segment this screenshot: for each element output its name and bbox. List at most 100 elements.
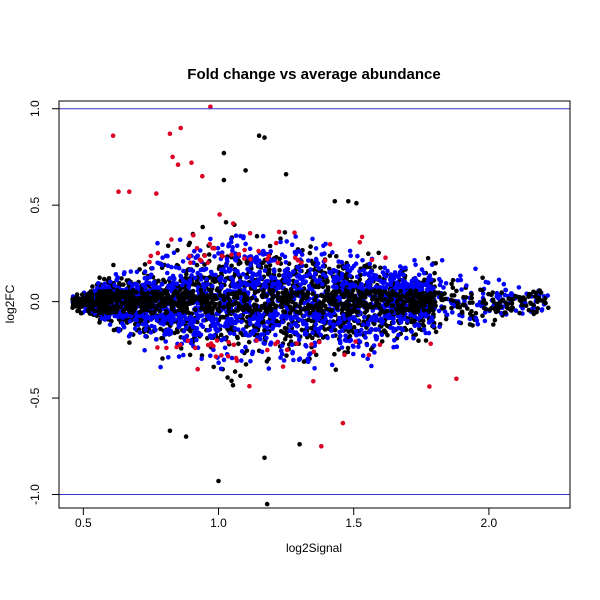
- data-point: [101, 276, 107, 282]
- y-tick-label: -1.0: [28, 484, 42, 505]
- data-point: [144, 280, 149, 285]
- data-point: [160, 255, 165, 260]
- data-point: [259, 303, 265, 309]
- data-point: [377, 291, 383, 296]
- data-point: [343, 333, 348, 339]
- data-point: [442, 291, 447, 296]
- data-point: [275, 260, 281, 266]
- x-tick-label: 1.0: [210, 516, 227, 530]
- data-point: [395, 302, 401, 307]
- y-tick-label: 1.0: [28, 100, 42, 117]
- data-point: [513, 308, 519, 313]
- data-point: [382, 265, 388, 271]
- data-point: [304, 321, 309, 327]
- data-point: [290, 349, 296, 355]
- data-point: [128, 269, 134, 274]
- data-point: [518, 299, 524, 304]
- data-point: [107, 296, 112, 302]
- data-point: [535, 306, 540, 311]
- data-point: [287, 328, 292, 334]
- data-point: [135, 284, 140, 290]
- data-point: [88, 307, 93, 312]
- data-point: [264, 335, 269, 341]
- data-point: [80, 300, 85, 306]
- data-point: [330, 302, 336, 307]
- data-point: [187, 253, 192, 259]
- x-axis: 0.5 1.0 1.5 2.0: [75, 507, 498, 530]
- data-point: [229, 252, 234, 257]
- y-tick-label: 0.0: [28, 293, 42, 310]
- data-point: [491, 322, 496, 327]
- data-point: [543, 300, 548, 306]
- data-point: [270, 326, 275, 331]
- data-point: [288, 323, 293, 329]
- data-point: [153, 327, 158, 333]
- data-point: [423, 338, 429, 343]
- outlier-point: [154, 191, 159, 196]
- data-point: [158, 313, 164, 318]
- data-point: [111, 309, 117, 315]
- data-point: [425, 255, 431, 261]
- data-point: [119, 314, 124, 320]
- data-point: [119, 276, 124, 281]
- data-point: [538, 290, 544, 295]
- data-point: [278, 348, 284, 354]
- data-point: [334, 285, 339, 291]
- data-point: [364, 342, 370, 348]
- data-point: [281, 330, 286, 336]
- data-point: [120, 293, 125, 299]
- data-point: [509, 305, 515, 311]
- data-point: [141, 307, 146, 313]
- data-point: [332, 279, 338, 284]
- data-point: [211, 364, 216, 370]
- data-point: [214, 338, 220, 343]
- data-point: [369, 363, 374, 369]
- data-point: [327, 319, 333, 324]
- data-point: [379, 339, 385, 344]
- data-point: [230, 245, 235, 250]
- data-point: [301, 359, 307, 364]
- data-point: [410, 303, 415, 309]
- data-point: [206, 328, 211, 333]
- data-point: [516, 285, 522, 290]
- data-point: [384, 308, 390, 314]
- outlier-point: [346, 199, 351, 204]
- data-point: [280, 319, 285, 325]
- data-point: [528, 300, 533, 306]
- data-point: [192, 248, 197, 254]
- data-point: [412, 310, 417, 315]
- data-point: [181, 268, 186, 274]
- data-point: [354, 332, 360, 338]
- data-point: [428, 341, 434, 347]
- data-point: [182, 304, 187, 309]
- data-point: [169, 321, 174, 326]
- data-point: [266, 366, 272, 371]
- data-point: [492, 317, 498, 323]
- data-point: [502, 310, 507, 315]
- data-point: [345, 345, 351, 351]
- data-point: [161, 277, 166, 283]
- data-point: [150, 299, 155, 304]
- data-point: [253, 328, 258, 334]
- data-point: [144, 307, 150, 313]
- data-point: [391, 316, 396, 322]
- data-point: [495, 302, 501, 308]
- data-point: [383, 302, 389, 307]
- data-point: [279, 297, 285, 303]
- data-point: [204, 299, 209, 305]
- data-point: [339, 271, 345, 277]
- data-point: [391, 320, 396, 326]
- data-point: [409, 319, 414, 325]
- data-point: [322, 258, 328, 263]
- data-point: [193, 333, 199, 338]
- data-point: [413, 262, 418, 268]
- data-point: [188, 314, 194, 320]
- data-point: [416, 338, 421, 344]
- data-point: [244, 259, 250, 265]
- data-point: [109, 318, 114, 324]
- data-point: [153, 307, 158, 312]
- data-point: [222, 278, 228, 284]
- data-point: [342, 264, 347, 270]
- outlier-point: [178, 125, 183, 131]
- data-point: [314, 258, 319, 263]
